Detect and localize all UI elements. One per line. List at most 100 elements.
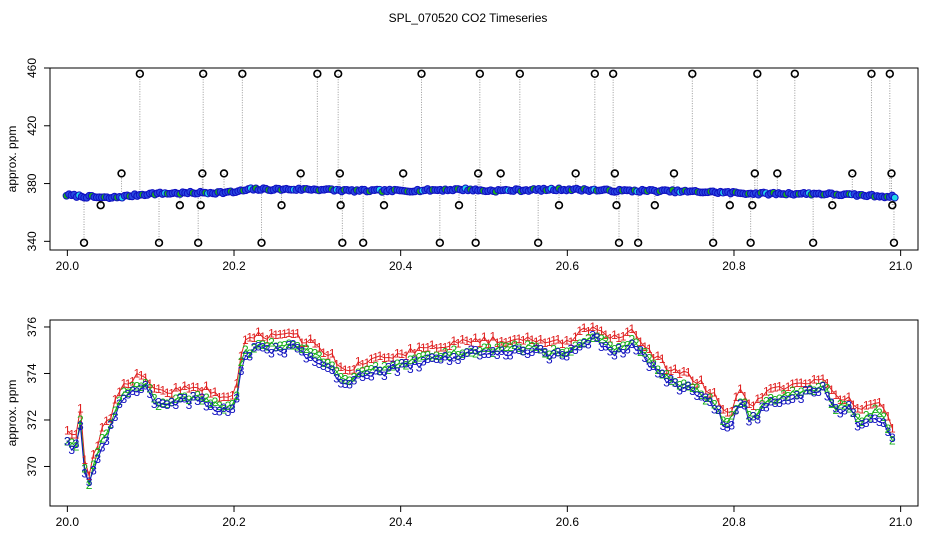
- bottom-series-marker-3: 3: [346, 378, 353, 392]
- bottom-series-marker-1: 1: [772, 380, 779, 394]
- bottom-series-marker-3: 3: [563, 349, 570, 363]
- top-outlier-point: [277, 201, 286, 210]
- top-outlier-point: [335, 169, 345, 178]
- bottom-series-marker-3: 3: [120, 392, 127, 406]
- bottom-series-marker-2: 2: [107, 417, 114, 431]
- bottom-series-marker-1: 1: [329, 347, 336, 361]
- bottom-series-marker-3: 3: [160, 397, 167, 411]
- bottom-series-marker-1: 1: [199, 384, 206, 398]
- bottom-series-marker-1: 1: [837, 393, 844, 407]
- bottom-ytick-label: 372: [25, 410, 39, 430]
- bottom-series-marker-2: 2: [602, 334, 609, 348]
- bottom-series-marker-3: 3: [850, 406, 857, 420]
- bottom-series-marker-2: 2: [238, 355, 245, 369]
- bottom-series-marker-1: 1: [125, 377, 132, 391]
- bottom-series-marker-3: 3: [633, 343, 640, 357]
- bottom-series-marker-3: 3: [802, 383, 809, 397]
- top-outlier-point: [610, 169, 620, 178]
- bottom-series-marker-2: 2: [346, 374, 353, 388]
- bottom-series-marker-2: 2: [728, 408, 735, 422]
- top-outlier-point: [471, 238, 480, 247]
- bottom-xtick-label: 20.6: [556, 515, 580, 529]
- bottom-series-marker-1: 1: [668, 364, 675, 378]
- bottom-series-marker-2: 2: [798, 385, 805, 399]
- top-baseline-point: [890, 193, 899, 202]
- bottom-series-marker-2: 2: [277, 339, 284, 353]
- bottom-series-marker-1: 1: [359, 357, 366, 371]
- bottom-series-marker-1: 1: [268, 327, 275, 341]
- chart-title: SPL_070520 CO2 Timeseries: [389, 11, 548, 25]
- bottom-series-marker-2: 2: [863, 408, 870, 422]
- bottom-series-marker-2: 2: [285, 337, 292, 351]
- bottom-series-marker-1: 1: [86, 469, 93, 483]
- bottom-series-marker-2: 2: [177, 390, 184, 404]
- bottom-series-marker-3: 3: [707, 395, 714, 409]
- bottom-series-marker-3: 3: [86, 475, 93, 489]
- top-outlier-point: [554, 201, 564, 210]
- bottom-series-marker-3: 3: [459, 349, 466, 363]
- bottom-series-marker-1: 1: [780, 383, 787, 397]
- bottom-series-marker-2: 2: [407, 353, 414, 367]
- bottom-series-marker-3: 3: [702, 391, 709, 405]
- bottom-series-marker-1: 1: [724, 405, 731, 419]
- bottom-series-marker-1: 1: [424, 341, 431, 355]
- bottom-series-marker-3: 3: [663, 376, 670, 390]
- bottom-series-line-1: [67, 326, 893, 477]
- bottom-series-marker-1: 1: [872, 396, 879, 410]
- bottom-series-marker-3: 3: [555, 346, 562, 360]
- bottom-series-marker-3: 3: [259, 340, 266, 354]
- bottom-series-marker-3: 3: [329, 363, 336, 377]
- bottom-series-marker-3: 3: [581, 336, 588, 350]
- bottom-series-marker-2: 2: [546, 348, 553, 362]
- bottom-series-marker-3: 3: [246, 350, 253, 364]
- top-outlier-point: [590, 69, 600, 78]
- bottom-series-marker-1: 1: [290, 327, 297, 341]
- bottom-series-marker-3: 3: [602, 339, 609, 353]
- bottom-series-marker-2: 2: [494, 341, 501, 355]
- bottom-series-marker-1: 1: [446, 339, 453, 353]
- top-outlier-point: [650, 201, 660, 210]
- bottom-series-marker-2: 2: [529, 339, 536, 353]
- bottom-series-marker-2: 2: [351, 370, 358, 384]
- bottom-series-marker-1: 1: [138, 368, 145, 382]
- top-xtick-label: 21.0: [889, 259, 913, 273]
- top-ytick-label: 340: [25, 231, 39, 251]
- bottom-xtick-label: 20.0: [56, 515, 80, 529]
- bottom-series-marker-2: 2: [594, 330, 601, 344]
- bottom-series-marker-1: 1: [550, 334, 557, 348]
- bottom-series-marker-3: 3: [876, 415, 883, 429]
- bottom-series-marker-2: 2: [720, 414, 727, 428]
- bottom-series-marker-3: 3: [863, 416, 870, 430]
- bottom-series-marker-3: 3: [203, 399, 210, 413]
- bottom-series-marker-1: 1: [68, 428, 75, 442]
- bottom-series-marker-3: 3: [624, 342, 631, 356]
- bottom-series-marker-1: 1: [798, 376, 805, 390]
- bottom-series-marker-1: 1: [242, 333, 249, 347]
- bottom-series-marker-2: 2: [550, 343, 557, 357]
- bottom-series-marker-2: 2: [620, 339, 627, 353]
- top-outlier-point: [515, 69, 525, 78]
- bottom-series-marker-1: 1: [628, 322, 635, 336]
- bottom-series-marker-3: 3: [824, 389, 831, 403]
- bottom-series-marker-1: 1: [129, 374, 136, 388]
- bottom-series-marker-1: 1: [850, 398, 857, 412]
- bottom-series-marker-3: 3: [576, 339, 583, 353]
- top-outlier-point: [889, 238, 899, 247]
- bottom-series-marker-1: 1: [720, 402, 727, 416]
- bottom-series-marker-2: 2: [589, 331, 596, 345]
- bottom-series-marker-1: 1: [181, 379, 188, 393]
- bottom-series-marker-1: 1: [173, 381, 180, 395]
- bottom-series-marker-2: 2: [463, 345, 470, 359]
- bottom-series-marker-3: 3: [776, 396, 783, 410]
- bottom-series-marker-2: 2: [120, 385, 127, 399]
- bottom-series-marker-3: 3: [516, 343, 523, 357]
- top-outlier-point: [358, 238, 368, 247]
- top-outlier-point: [533, 238, 543, 247]
- bottom-series-marker-3: 3: [168, 396, 175, 410]
- top-outlier-point: [828, 201, 837, 210]
- bottom-series-marker-1: 1: [407, 341, 414, 355]
- top-outlier-point: [336, 201, 345, 210]
- bottom-series-marker-2: 2: [516, 341, 523, 355]
- bottom-series-marker-3: 3: [207, 399, 214, 413]
- bottom-series-marker-2: 2: [450, 343, 457, 357]
